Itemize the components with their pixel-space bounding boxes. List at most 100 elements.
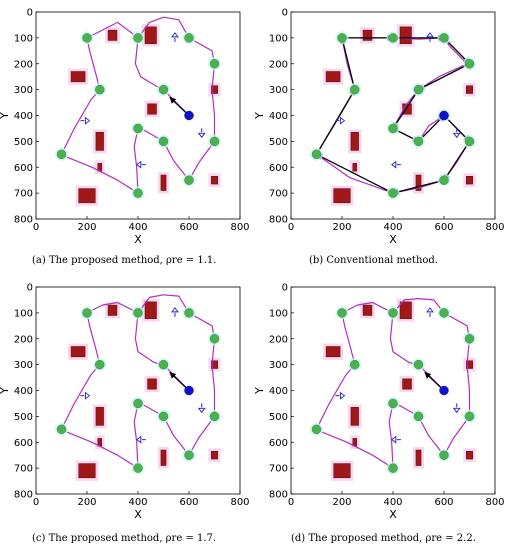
start-node — [184, 110, 194, 121]
obstacle — [352, 163, 357, 172]
waypoint-node — [439, 175, 449, 185]
waypoint-node — [209, 411, 220, 422]
waypoint-node — [388, 123, 398, 134]
obstacle — [211, 85, 218, 94]
panel-c: 02004006008000100200300400500600700800XY… — [0, 275, 254, 550]
waypoint-node — [464, 334, 475, 344]
x-tick-label: 0 — [288, 497, 294, 508]
direction-arrow — [315, 89, 356, 155]
x-tick-label: 600 — [179, 497, 198, 508]
y-tick-label: 100 — [14, 33, 33, 44]
waypoint-node — [209, 334, 220, 344]
waypoint-node — [388, 463, 398, 473]
start-node — [184, 385, 194, 396]
x-tick-label: 200 — [332, 222, 351, 233]
flow-arrow — [426, 307, 434, 317]
start-node — [439, 385, 449, 396]
waypoint-node — [158, 359, 169, 370]
obstacle — [70, 71, 86, 83]
waypoint-node — [95, 359, 105, 370]
y-tick-label: 0 — [282, 283, 288, 294]
y-tick-label: 100 — [269, 308, 288, 319]
x-tick-label: 0 — [288, 222, 294, 233]
waypoint-node — [95, 84, 105, 95]
y-tick-label: 800 — [14, 490, 33, 501]
y-tick-label: 800 — [269, 490, 288, 501]
flow-arrow — [452, 403, 461, 414]
y-tick-label: 800 — [269, 215, 288, 226]
x-axis-label: X — [389, 508, 397, 521]
flow-arrow-head — [136, 160, 142, 169]
direction-arrow — [443, 141, 471, 181]
y-tick-label: 500 — [269, 137, 288, 148]
obstacle — [325, 71, 341, 83]
waypoint-node — [311, 424, 322, 435]
flow-arrow-head — [339, 391, 346, 400]
obstacle — [211, 176, 218, 185]
flow-arrow — [335, 391, 346, 400]
y-tick-label: 500 — [14, 137, 33, 148]
flow-arrow — [197, 128, 206, 139]
flow-arrow — [391, 160, 401, 169]
waypoint-node — [388, 188, 398, 198]
y-tick-label: 100 — [269, 33, 288, 44]
waypoint-node — [439, 308, 449, 318]
y-tick-label: 700 — [14, 189, 33, 200]
flow-arrow-head — [136, 435, 142, 444]
waypoint-node — [82, 33, 92, 43]
obstacle — [362, 29, 373, 41]
x-tick-label: 200 — [77, 222, 96, 233]
y-tick-label: 0 — [27, 8, 33, 19]
waypoint-node — [413, 84, 424, 95]
x-tick-label: 600 — [434, 222, 453, 233]
waypoint-node — [133, 123, 143, 134]
obstacle — [95, 132, 104, 151]
waypoint-node — [133, 463, 143, 473]
x-tick-label: 0 — [33, 222, 39, 233]
y-tick-label: 600 — [14, 438, 33, 449]
waypoint-node — [209, 136, 220, 147]
y-tick-label: 300 — [269, 360, 288, 371]
y-tick-label: 0 — [282, 8, 288, 19]
waypoint-node — [388, 308, 398, 318]
obstacle — [466, 176, 473, 185]
flow-arrow-head — [391, 435, 397, 444]
flow-arrow-head — [197, 132, 206, 139]
x-tick-label: 0 — [33, 497, 39, 508]
waypoint-node — [158, 84, 169, 95]
waypoint-node — [56, 424, 67, 435]
x-tick-label: 600 — [434, 497, 453, 508]
flow-arrow-head — [452, 132, 461, 139]
flow-arrow-head — [391, 160, 397, 169]
y-tick-label: 600 — [269, 163, 288, 174]
obstacle — [70, 346, 86, 358]
waypoint-node — [82, 308, 92, 318]
waypoint-node — [184, 175, 194, 185]
waypoint-node — [337, 33, 347, 43]
x-tick-label: 400 — [383, 222, 402, 233]
waypoint-node — [133, 33, 143, 43]
x-tick-label: 200 — [77, 497, 96, 508]
obstacle — [325, 346, 341, 358]
caption-d: (d) The proposed method, ρre = 2.2. — [291, 533, 476, 544]
y-tick-label: 300 — [14, 85, 33, 96]
waypoint-node — [464, 136, 475, 147]
y-tick-label: 800 — [14, 215, 33, 226]
obstacle — [350, 407, 359, 426]
flow-arrow — [171, 307, 179, 317]
obstacle — [415, 174, 422, 191]
waypoint-node — [388, 398, 398, 409]
y-tick-label: 200 — [269, 334, 288, 345]
y-tick-label: 400 — [269, 111, 288, 122]
flow-arrow — [171, 32, 179, 42]
panel-b: 0 200 400 600 800 0 100 200 300 400 500 600 700 800 X Y… — [253, 0, 509, 275]
y-tick-label: 600 — [14, 163, 33, 174]
waypoint-node — [439, 450, 449, 460]
x-tick-label: 400 — [128, 222, 147, 233]
obstacle — [399, 301, 412, 319]
x-tick-label: 800 — [230, 497, 249, 508]
obstacle — [402, 378, 412, 390]
flow-arrow — [426, 32, 434, 42]
